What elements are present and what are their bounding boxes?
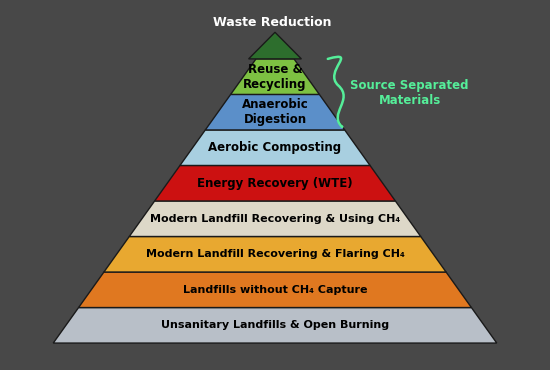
Text: Modern Landfill Recovering & Using CH₄: Modern Landfill Recovering & Using CH₄ [150,214,400,224]
Polygon shape [249,32,301,59]
Text: Reuse &
Recycling: Reuse & Recycling [243,63,307,91]
Text: Unsanitary Landfills & Open Burning: Unsanitary Landfills & Open Burning [161,320,389,330]
Text: Landfills without CH₄ Capture: Landfills without CH₄ Capture [183,285,367,295]
Polygon shape [53,307,497,343]
Polygon shape [79,272,471,307]
Text: Waste Reduction: Waste Reduction [213,16,332,30]
Text: Energy Recovery (WTE): Energy Recovery (WTE) [197,177,353,190]
Polygon shape [180,130,370,165]
FancyArrowPatch shape [328,57,344,127]
Polygon shape [205,94,345,130]
Polygon shape [104,236,446,272]
Text: Anaerobic
Digestion: Anaerobic Digestion [241,98,309,126]
Polygon shape [129,201,421,236]
Polygon shape [155,165,395,201]
Text: Source Separated
Materials: Source Separated Materials [350,79,469,107]
Polygon shape [230,59,320,94]
Text: Aerobic Composting: Aerobic Composting [208,141,342,154]
Text: Modern Landfill Recovering & Flaring CH₄: Modern Landfill Recovering & Flaring CH₄ [146,249,404,259]
